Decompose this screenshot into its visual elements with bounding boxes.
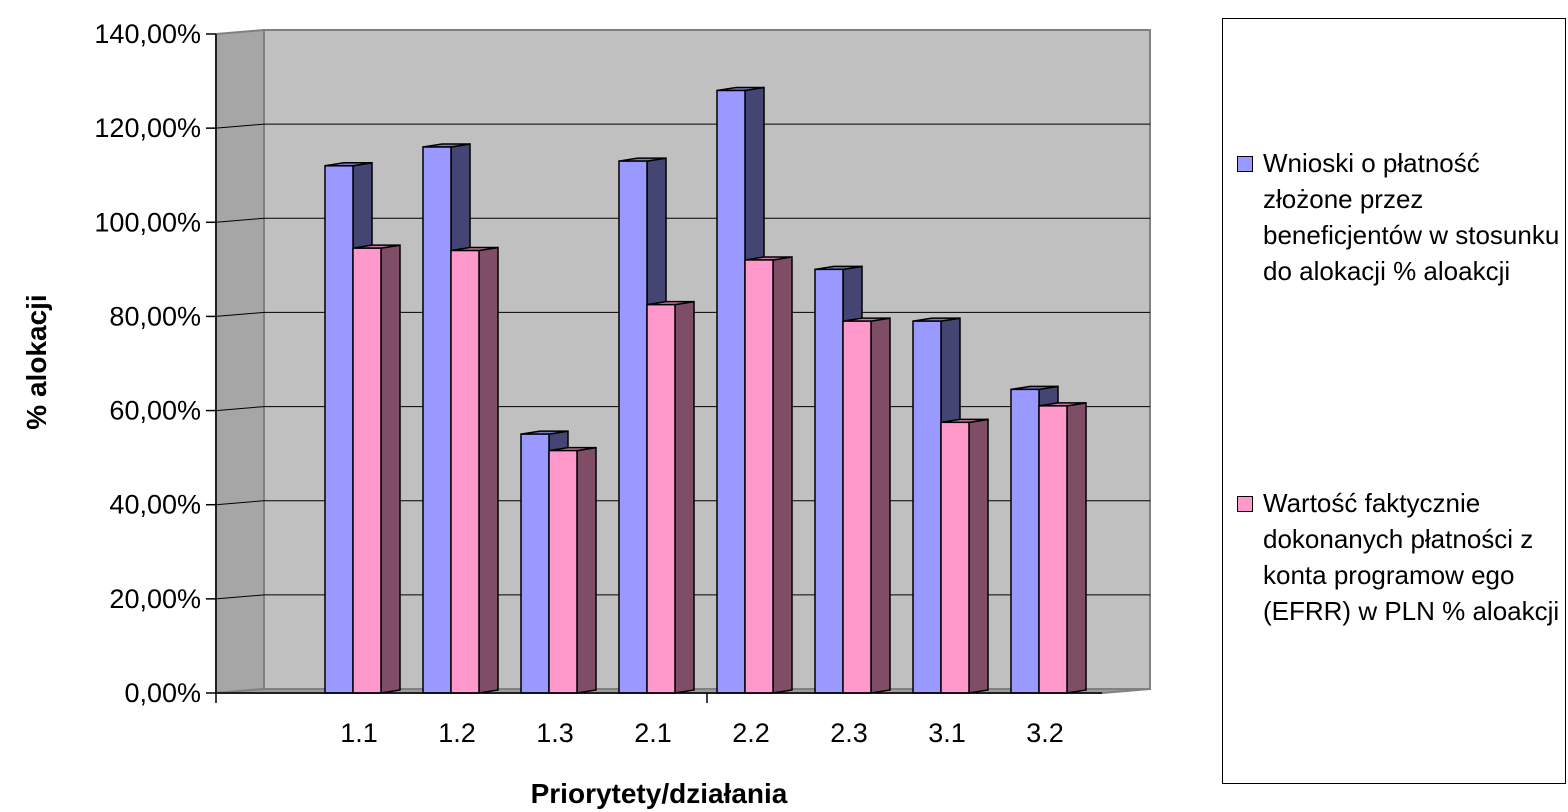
bar-side-1.3-s1 [576, 446, 597, 694]
bar-front-1.1-s0 [324, 165, 354, 694]
bar-front-2.2-s0 [716, 89, 746, 694]
gridline-side-2 [215, 500, 265, 506]
y-tick-label-5: 100,00% [94, 207, 201, 237]
bar-1.2-s1 [450, 246, 499, 694]
legend: Wnioski o płatność złożone przez benefic… [1222, 18, 1566, 784]
x-tick-label-2.2: 2.2 [732, 718, 770, 748]
bar-side-1.1-s1 [380, 244, 401, 694]
legend-swatch-platnosci [1237, 496, 1253, 512]
bar-side-3.1-s1 [968, 418, 989, 694]
bar-front-1.2-s0 [422, 146, 452, 694]
bar-front-1.1-s1 [352, 247, 382, 694]
legend-item-platnosci: Wartość faktycznie dokonanych płatności … [1237, 485, 1563, 629]
bar-3.2-s1 [1038, 401, 1087, 694]
bar-chart: 0,00% 20,00% 40,00% 60,00% 80,00% 100,00% 120,… [21, 19, 1151, 809]
gridline-side-4 [215, 311, 265, 317]
y-tick-label-4: 80,00% [109, 301, 201, 331]
bar-side-1.2-s1 [478, 246, 499, 694]
gridlines [215, 123, 1150, 600]
bar-1.3-s1 [548, 446, 597, 694]
gridline-side-1 [215, 594, 265, 600]
x-tick-label-1.2: 1.2 [438, 718, 476, 748]
bar-front-2.2-s1 [744, 259, 774, 694]
bar-side-2.1-s1 [674, 300, 695, 694]
x-tick-label-1.3: 1.3 [536, 718, 574, 748]
bar-front-1.3-s0 [520, 433, 550, 694]
bar-2.3-s1 [842, 317, 891, 694]
bars [324, 86, 1087, 694]
bar-2.1-s1 [646, 300, 695, 694]
bar-front-2.1-s0 [618, 160, 648, 694]
bar-front-3.2-s1 [1038, 405, 1068, 694]
bar-side-2.3-s1 [870, 317, 891, 694]
plot-side-wall [215, 28, 265, 695]
bar-side-3.2-s1 [1066, 401, 1087, 694]
bar-front-1.2-s1 [450, 249, 480, 694]
y-tick-label-1: 20,00% [109, 584, 201, 614]
bar-1.1-s1 [352, 244, 401, 694]
y-tick-label-0: 0,00% [124, 678, 201, 708]
y-tick-label-3: 60,00% [109, 396, 201, 426]
y-tick-label-2: 40,00% [109, 490, 201, 520]
legend-label-platnosci: Wartość faktycznie dokonanych płatności … [1263, 488, 1560, 626]
y-axis-ticks: 0,00% 20,00% 40,00% 60,00% 80,00% 100,00% 120,… [94, 19, 216, 708]
x-axis-ticks: 1.1 1.2 1.3 2.1 2.2 2.3 3.1 3.2 [215, 693, 1064, 748]
x-tick-label-3.2: 3.2 [1026, 718, 1064, 748]
bar-front-3.2-s0 [1010, 388, 1040, 694]
bar-front-2.3-s0 [814, 268, 844, 694]
x-tick-label-3.1: 3.1 [928, 718, 966, 748]
x-tick-label-2.3: 2.3 [830, 718, 868, 748]
y-axis-title: % alokacji [21, 294, 52, 429]
y-tick-label-7: 140,00% [94, 19, 201, 49]
bar-3.1-s1 [940, 418, 989, 694]
legend-label-wnioski: Wnioski o płatność złożone przez benefic… [1263, 148, 1560, 286]
x-axis-title: Priorytety/działania [531, 778, 788, 809]
x-tick-label-2.1: 2.1 [634, 718, 672, 748]
legend-swatch-wnioski [1237, 156, 1253, 172]
y-tick-label-6: 120,00% [94, 113, 201, 143]
gridline-side-5 [215, 217, 265, 223]
gridline-side-3 [215, 406, 265, 412]
legend-item-wnioski: Wnioski o płatność złożone przez benefic… [1237, 145, 1563, 289]
bar-side-2.2-s1 [772, 256, 793, 694]
bar-front-2.3-s1 [842, 320, 872, 694]
bar-front-1.3-s1 [548, 449, 578, 694]
gridline-side-6 [215, 123, 265, 129]
bar-2.2-s1 [744, 256, 793, 694]
bar-front-2.1-s1 [646, 303, 676, 694]
x-tick-label-1.1: 1.1 [340, 718, 378, 748]
bar-front-3.1-s0 [912, 320, 942, 694]
bar-front-3.1-s1 [940, 421, 970, 694]
